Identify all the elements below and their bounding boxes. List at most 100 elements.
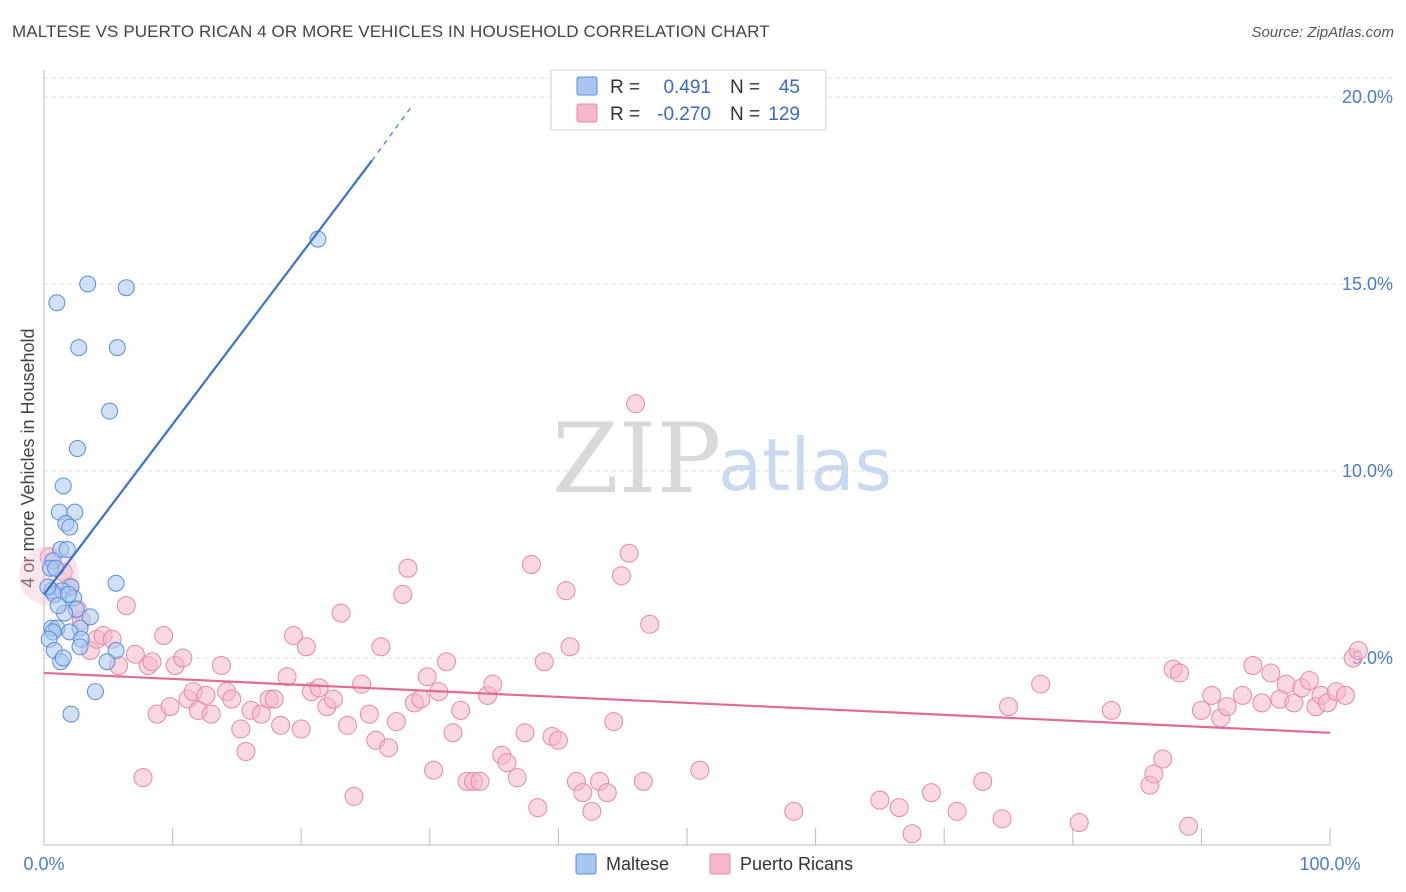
puerto-ricans-point-43 [331,603,351,623]
puerto-ricans-point-90 [784,801,804,821]
puerto-ricans-point-19 [173,648,193,668]
puerto-ricans-point-118 [1284,693,1304,713]
puerto-ricans-point-87 [633,771,653,791]
y-tick-label-10: 10.0% [1342,461,1393,481]
watermark-atlas: atlas [718,423,892,507]
maltese-point-8 [54,477,72,495]
maltese-point-43 [81,608,99,626]
maltese-point-4 [70,339,88,357]
puerto-ricans-point-83 [604,712,624,732]
puerto-ricans-legend-label: Puerto Ricans [740,854,853,874]
puerto-ricans-point-16 [154,626,174,646]
puerto-ricans-point-72 [528,798,548,818]
legend-r-value-maltese: 0.491 [663,77,711,98]
puerto-ricans-point-23 [196,685,216,705]
puerto-ricans-point-82 [597,783,617,803]
puerto-ricans-point-53 [398,558,418,578]
puerto-ricans-point-60 [443,723,463,743]
puerto-ricans-point-104 [1153,749,1173,769]
puerto-ricans-point-14 [142,652,162,672]
maltese-point-36 [107,642,125,660]
puerto-ricans-point-28 [231,719,251,739]
maltese-point-44 [54,649,72,667]
x-tick-label-min: 0.0% [23,854,64,874]
puerto-ricans-point-114 [1252,693,1272,713]
puerto-ricans-point-127 [1348,641,1368,661]
maltese-point-10 [66,503,84,521]
puerto-ricans-point-91 [870,790,890,810]
puerto-ricans-point-66 [483,674,503,694]
puerto-ricans-point-50 [379,738,399,758]
maltese-legend-label: Maltese [606,854,669,874]
puerto-ricans-point-85 [619,543,639,563]
puerto-ricans-point-93 [902,824,922,844]
puerto-ricans-point-108 [1191,700,1211,720]
puerto-ricans-point-101 [1101,700,1121,720]
puerto-ricans-point-64 [470,771,490,791]
puerto-ricans-point-25 [211,655,231,675]
x-ticks [43,828,1331,845]
puerto-ricans-point-38 [296,637,316,657]
puerto-ricans-point-12 [133,768,153,788]
stats-legend: R = 0.491 N = 45 R = -0.270 N = 129 [550,69,827,131]
puerto-ricans-legend-icon [709,853,731,875]
puerto-ricans-point-96 [973,771,993,791]
watermark: ZIP atlas [552,403,892,515]
puerto-ricans-point-70 [515,723,535,743]
puerto-ricans-point-115 [1261,663,1281,683]
puerto-ricans-point-11 [125,644,145,664]
puerto-ricans-point-73 [534,652,554,672]
watermark-zip: ZIP [552,403,721,515]
legend-n-value-maltese: 45 [779,77,800,98]
puerto-ricans-point-107 [1179,816,1199,836]
puerto-ricans-point-17 [160,697,180,717]
puerto-ricans-point-33 [264,689,284,709]
puerto-ricans-point-35 [277,667,297,687]
puerto-ricans-point-55 [411,689,431,709]
maltese-point-38 [98,653,116,671]
source-credit: Source: ZipAtlas.com [1251,24,1394,41]
legend-n-value-pr: 129 [768,104,800,125]
maltese-point-5 [108,339,126,357]
puerto-ricans-point-27 [222,689,242,709]
puerto-ricans-point-31 [251,704,271,724]
puerto-ricans-point-113 [1243,655,1263,675]
puerto-ricans-point-42 [323,689,343,709]
maltese-point-2 [117,279,135,297]
puerto-ricans-point-49 [371,637,391,657]
puerto-ricans-point-24 [201,704,221,724]
puerto-ricans-point-80 [582,801,602,821]
puerto-ricans-point-61 [451,700,471,720]
maltese-point-7 [68,440,86,458]
legend-n-label-pr: N = [730,104,760,125]
puerto-ricans-point-120 [1299,670,1319,690]
maltese-point-6 [101,402,119,420]
chart-title: MALTESE VS PUERTO RICAN 4 OR MORE VEHICL… [12,22,770,41]
maltese-point-1 [79,275,97,293]
legend-r-label-pr: R = [610,104,640,125]
maltese-trend-extension [371,104,414,161]
puerto-ricans-point-125 [1335,685,1355,705]
maltese-point-14 [58,541,76,559]
puerto-ricans-point-46 [352,674,372,694]
puerto-ricans-point-79 [573,783,593,803]
maltese-swatch-icon [576,76,598,96]
puerto-ricans-point-95 [947,801,967,821]
puerto-ricans-point-77 [560,637,580,657]
puerto-ricans-point-99 [1031,674,1051,694]
series-legend: Maltese Puerto Ricans [575,853,853,875]
maltese-trend-line [43,159,373,596]
puerto-ricans-point-56 [417,667,437,687]
puerto-ricans-point-98 [999,697,1018,717]
puerto-ricans-point-71 [521,555,541,574]
puerto-ricans-point-103 [1144,764,1164,784]
maltese-point-0 [48,294,66,312]
y-axis-label: 4 or more Vehicles in Household [18,328,38,587]
legend-n-label-maltese: N = [730,77,760,98]
puerto-ricans-point-88 [640,614,660,634]
y-tick-label-20: 20.0% [1342,87,1393,107]
puerto-ricans-point-94 [921,783,941,803]
puerto-ricans-point-37 [291,719,311,739]
puerto-ricans-point-29 [236,742,256,761]
